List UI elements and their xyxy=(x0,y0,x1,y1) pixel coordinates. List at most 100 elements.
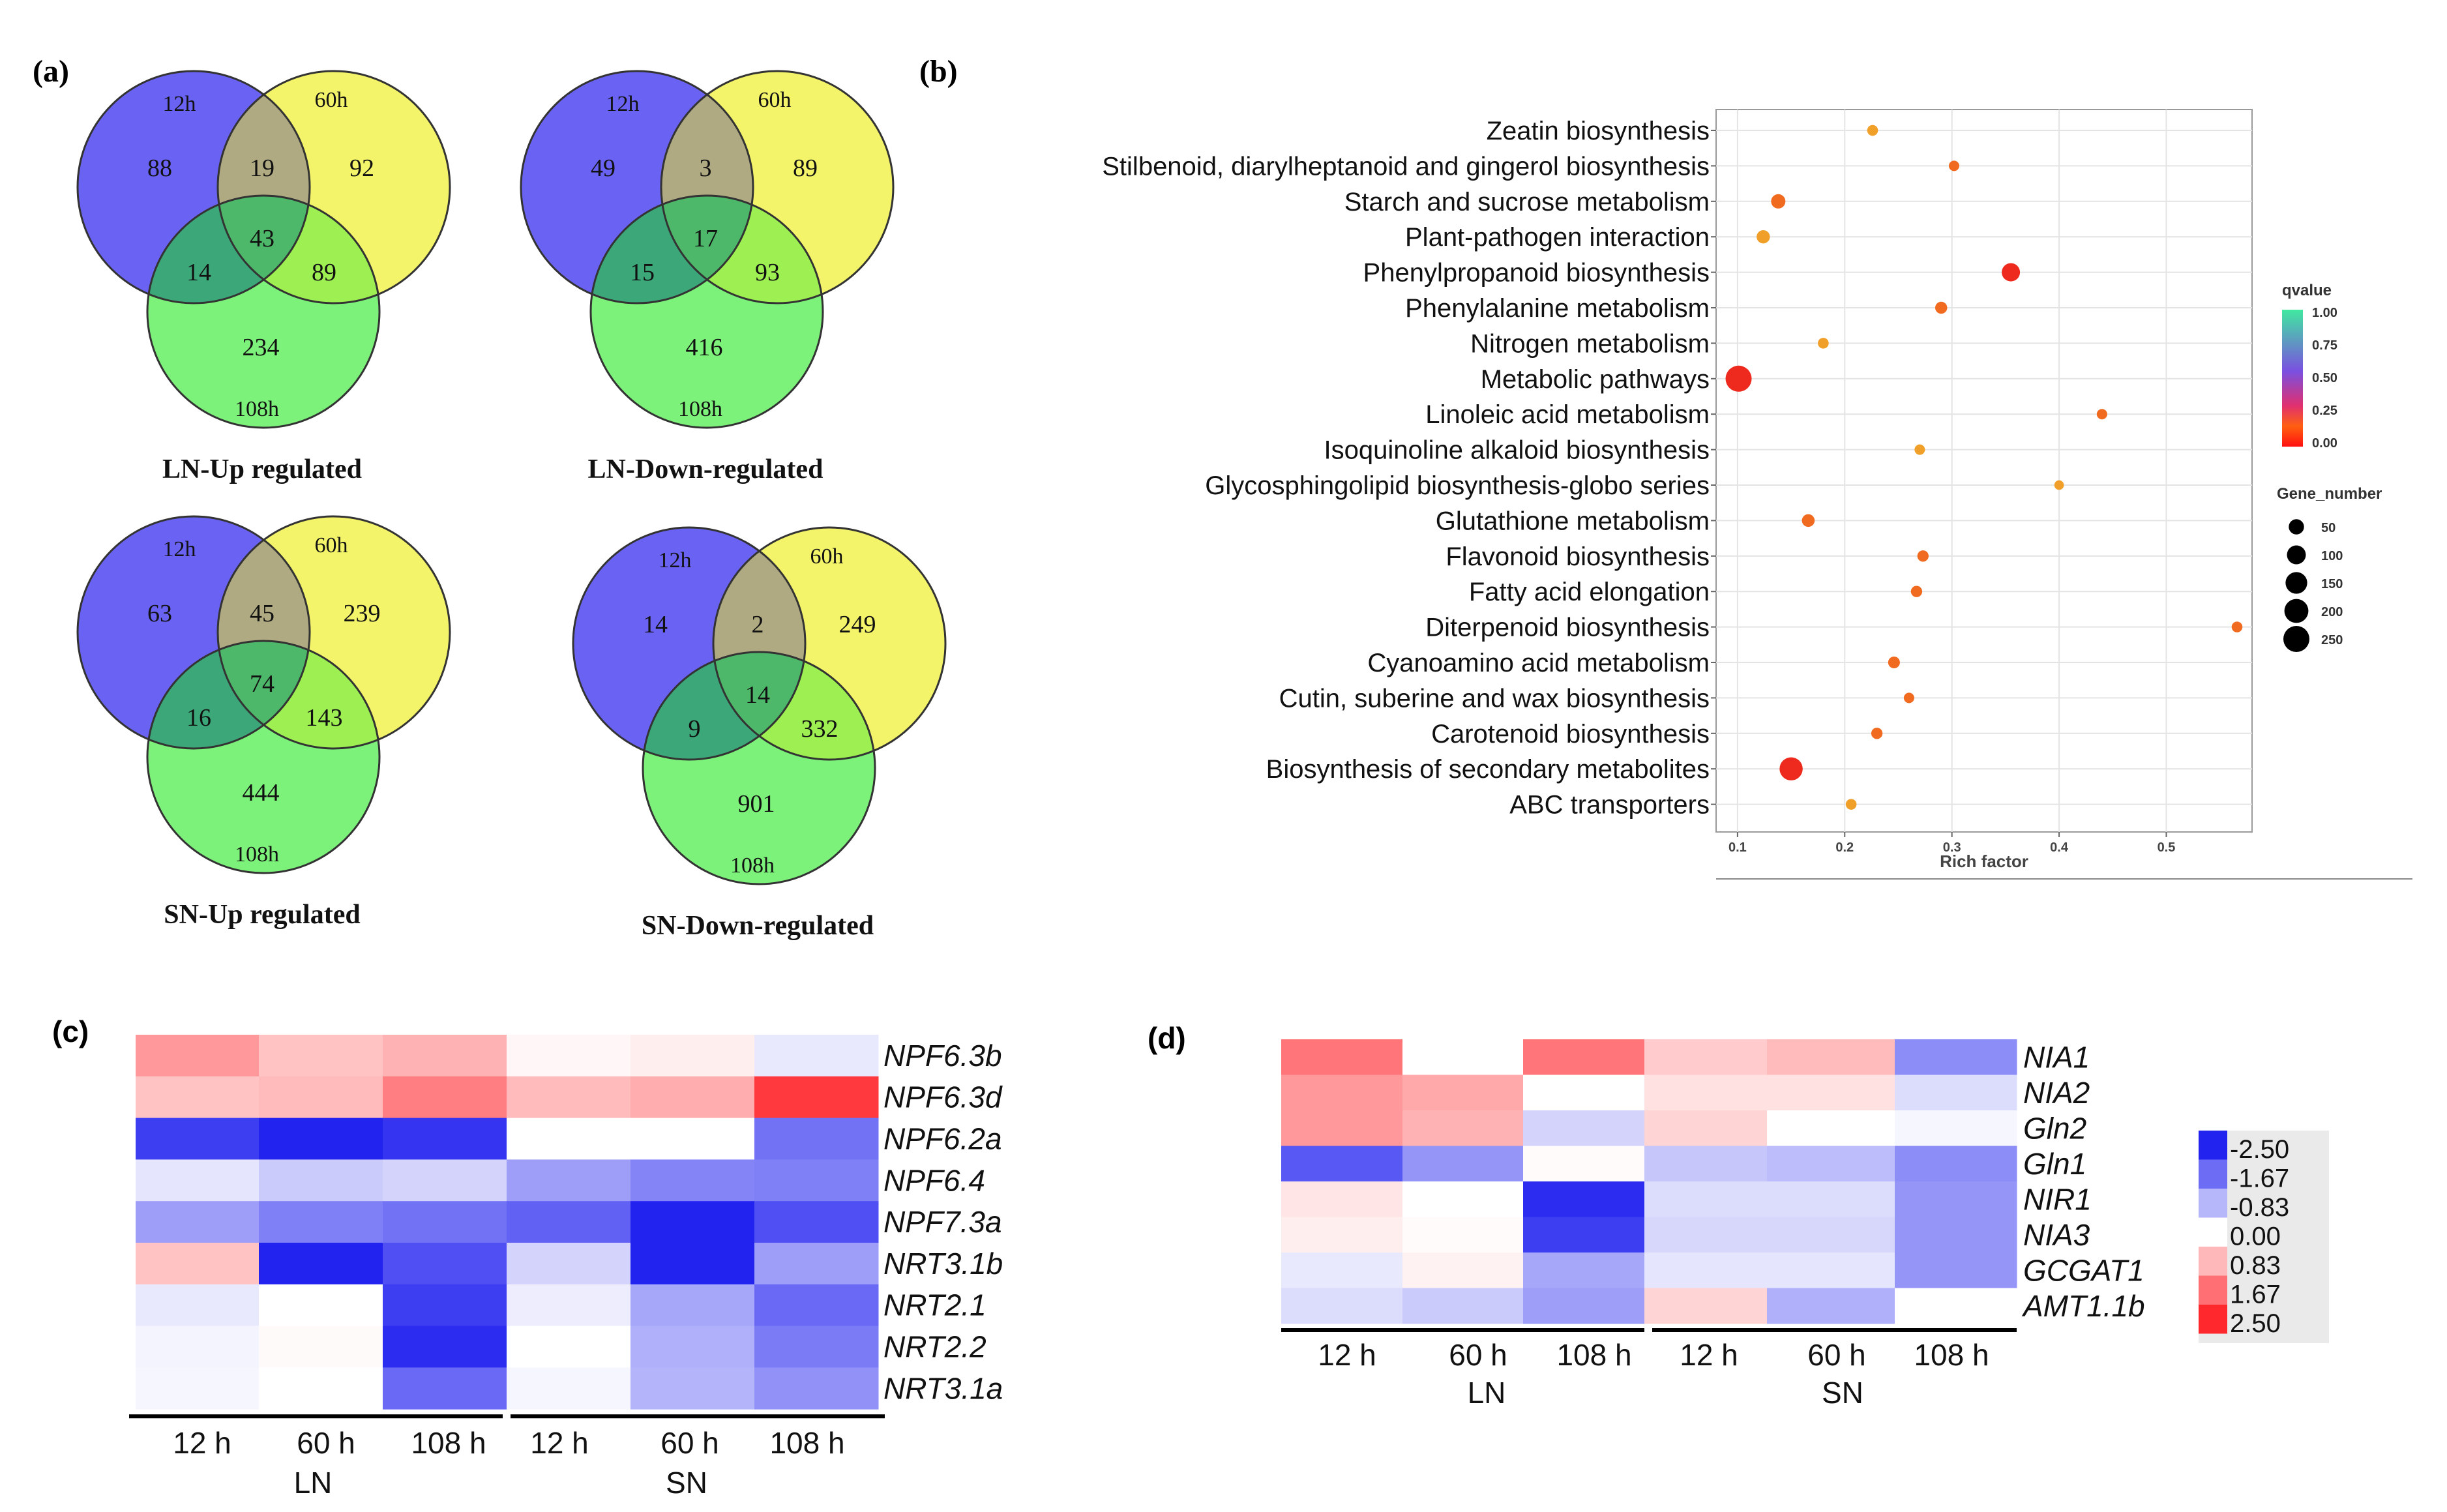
heat-col-label: 12 h xyxy=(530,1426,589,1460)
heat-cell xyxy=(1281,1217,1403,1253)
pathway-dot xyxy=(1903,692,1914,704)
heat-cell xyxy=(1767,1217,1895,1253)
heat-cell xyxy=(383,1284,507,1327)
bubble-xtick-label: 0.5 xyxy=(2158,840,2176,855)
heat-cell xyxy=(754,1035,879,1077)
heat-cell xyxy=(1644,1039,1768,1075)
pathway-dot xyxy=(2002,263,2021,282)
venn-set-label-12h: 12h xyxy=(163,537,196,561)
heat-cell xyxy=(383,1243,507,1285)
heat-cell xyxy=(1767,1253,1895,1288)
venn-ac-fill xyxy=(643,652,805,760)
heat-cell xyxy=(754,1367,879,1410)
heat-col-label: 12 h xyxy=(1318,1338,1376,1372)
venn-set-label-60h: 60h xyxy=(315,88,348,112)
heat-cell xyxy=(507,1035,631,1077)
heat-legend-swatch xyxy=(2199,1247,2227,1276)
heat-legend-swatch xyxy=(2199,1217,2227,1247)
heat-legend-swatch xyxy=(2199,1159,2227,1189)
heat-row-label: AMT1.1b xyxy=(2021,1289,2145,1323)
venn-set-label-108h: 108h xyxy=(235,397,279,421)
pathway-dot xyxy=(1871,728,1883,739)
pathway-label: Metabolic pathways xyxy=(1481,365,1710,394)
heat-cell xyxy=(630,1076,755,1119)
venn-region-ac xyxy=(643,652,805,760)
heat-cell xyxy=(1895,1110,2017,1146)
venn-count-ab: 2 xyxy=(752,611,764,638)
heat-cell xyxy=(630,1159,755,1202)
heat-group-label: LN xyxy=(1468,1376,1506,1410)
heat-group-label: SN xyxy=(1822,1376,1863,1410)
heat-col-label: 60 h xyxy=(297,1426,355,1460)
venn-bc-fill xyxy=(218,641,379,749)
heat-row-label: GCGAT1 xyxy=(2023,1253,2144,1287)
heat-legend-label: 1.67 xyxy=(2230,1281,2281,1309)
heat-cell xyxy=(1767,1110,1895,1146)
pathway-label: Biosynthesis of secondary metabolites xyxy=(1266,755,1710,784)
gene-number-label: 100 xyxy=(2321,549,2343,563)
heat-legend-swatch xyxy=(2199,1305,2227,1334)
heat-col-label: 60 h xyxy=(1449,1338,1507,1372)
heat-cell xyxy=(507,1326,631,1368)
pathway-dot xyxy=(1888,656,1900,669)
heat-cell xyxy=(259,1159,383,1202)
venn-region-ac xyxy=(147,196,310,303)
heat-cell xyxy=(1281,1039,1403,1075)
heat-cell xyxy=(754,1201,879,1243)
pathway-label: Cyanoamino acid metabolism xyxy=(1367,649,1710,677)
venn-count-only-c: 234 xyxy=(243,334,280,361)
venn-count-bc: 93 xyxy=(755,259,780,286)
heat-cell xyxy=(383,1035,507,1077)
heat-cell xyxy=(507,1201,631,1243)
heat-cell xyxy=(630,1201,755,1243)
pathway-dot xyxy=(1818,338,1829,349)
heat-cell xyxy=(1523,1181,1645,1217)
qvalue-colorbar xyxy=(2282,310,2303,447)
heat-cell xyxy=(1402,1253,1524,1288)
venn-region-bc xyxy=(218,196,379,303)
heat-legend-label: 2.50 xyxy=(2230,1309,2281,1338)
pathway-label: Zeatin biosynthesis xyxy=(1487,117,1710,145)
venn-outline-2 xyxy=(146,194,381,429)
gene-number-label: 50 xyxy=(2321,521,2336,535)
pathway-dot xyxy=(1867,125,1878,136)
panel-d-label: (d) xyxy=(1148,1021,1186,1055)
heat-cell xyxy=(507,1076,631,1119)
heat-cell xyxy=(1767,1288,1895,1324)
venn-region-bc xyxy=(713,652,875,760)
venn-bc-fill xyxy=(661,196,823,303)
heat-cell xyxy=(383,1201,507,1243)
venn-ac-fill xyxy=(147,196,310,303)
venn-count-ab: 3 xyxy=(700,155,712,182)
heat-col-label: 60 h xyxy=(660,1426,719,1460)
heat-cell xyxy=(1523,1146,1645,1182)
venn-title: SN-Down-regulated xyxy=(642,911,874,941)
heat-cell xyxy=(1523,1075,1645,1111)
heat-col-label: 12 h xyxy=(173,1426,231,1460)
venn-count-only-b: 249 xyxy=(839,611,876,638)
venn-outline-2 xyxy=(146,640,381,874)
venn-region-ac xyxy=(591,196,753,303)
bubble-xtick-label: 0.4 xyxy=(2050,840,2069,855)
heat-row-label: NIA3 xyxy=(2023,1218,2090,1252)
venn-set-label-60h: 60h xyxy=(810,544,844,569)
heat-cell xyxy=(754,1076,879,1119)
pathway-dot xyxy=(1771,194,1786,209)
heat-cell xyxy=(136,1367,260,1410)
venn-count-ac: 9 xyxy=(689,715,701,743)
pathway-dot xyxy=(2231,621,2243,632)
heat-row-label: NPF7.3a xyxy=(883,1205,1002,1239)
heat-col-label: 108 h xyxy=(769,1426,844,1460)
venn-count-bc: 89 xyxy=(312,259,336,286)
heat-row-label: NIR1 xyxy=(2023,1182,2092,1216)
venn-count-only-a: 63 xyxy=(147,600,172,627)
heat-row-label: NRT2.1 xyxy=(883,1288,986,1322)
heat-cell xyxy=(136,1118,260,1160)
heat-cell xyxy=(136,1035,260,1077)
venn-region-bc xyxy=(218,641,379,749)
heat-row-label: Gln1 xyxy=(2023,1147,2086,1181)
venn-region-ac xyxy=(147,641,310,749)
heat-legend-label: -0.83 xyxy=(2230,1193,2289,1222)
heat-cell xyxy=(1644,1288,1768,1324)
